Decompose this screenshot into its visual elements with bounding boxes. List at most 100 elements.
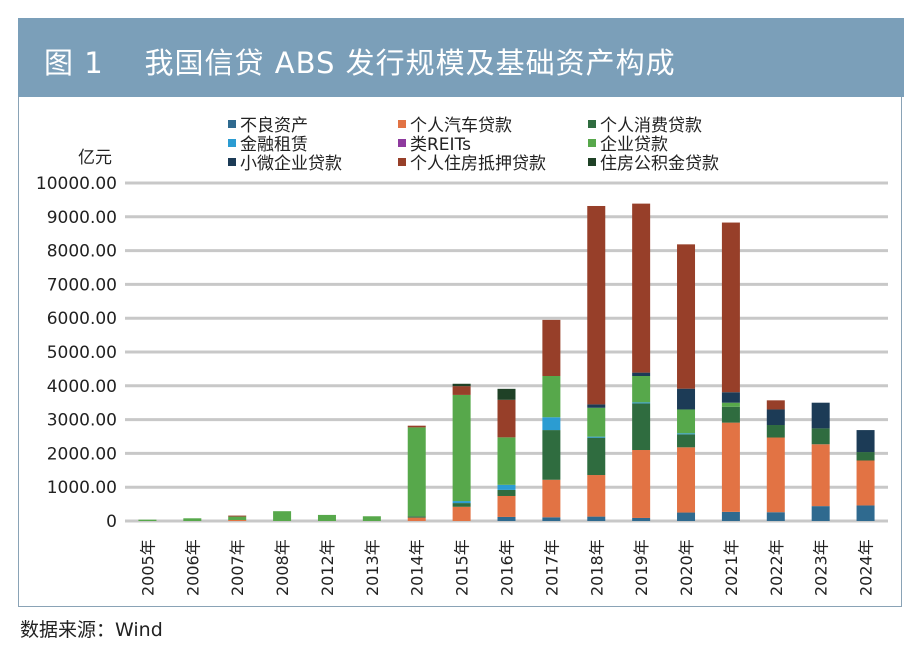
bar-segment bbox=[317, 514, 336, 521]
bar-segment bbox=[407, 427, 426, 517]
bar-segment bbox=[497, 388, 516, 400]
legend-label: 个人住房抵押贷款 bbox=[410, 154, 546, 174]
x-tick-label: 2022年 bbox=[767, 539, 786, 596]
bar-segment bbox=[632, 372, 651, 376]
bar-segment bbox=[542, 479, 561, 518]
bar-segment bbox=[452, 383, 471, 387]
bar-segment bbox=[228, 516, 247, 520]
bar-segment bbox=[497, 489, 516, 496]
bar-segment bbox=[677, 434, 696, 448]
legend-swatch bbox=[588, 157, 596, 166]
legend-label: 不良资产 bbox=[240, 116, 308, 136]
x-tick-label: 2008年 bbox=[273, 539, 292, 596]
bar-segment bbox=[542, 375, 561, 418]
legend-label: 个人消费贷款 bbox=[600, 116, 702, 136]
x-tick-label: 2023年 bbox=[812, 539, 831, 596]
x-tick-label: 2018年 bbox=[587, 539, 606, 596]
x-tick-label: 2019年 bbox=[632, 539, 651, 596]
x-tick-label: 2013年 bbox=[363, 539, 382, 596]
legend-label: 个人汽车贷款 bbox=[410, 116, 512, 136]
bar-segment bbox=[632, 403, 651, 451]
x-tick-label: 2005年 bbox=[138, 539, 157, 596]
bar-segment bbox=[542, 319, 561, 376]
bar-segment bbox=[677, 388, 696, 410]
y-tick-label: 4000.00 bbox=[47, 377, 117, 397]
y-tick-label: 3000.00 bbox=[47, 411, 117, 431]
bar-segment bbox=[632, 375, 651, 403]
stacked-bar-chart: 亿元 0 1000.00 2000.00 3000.00 4000.00 5000.00 6… bbox=[36, 148, 888, 596]
y-tick-label: 10000.00 bbox=[36, 174, 117, 194]
x-tick-label: 2007年 bbox=[228, 539, 247, 596]
bar-segment bbox=[632, 402, 651, 404]
bar-segment bbox=[587, 437, 606, 476]
bar-segment bbox=[542, 517, 561, 521]
legend-label: 金融租赁 bbox=[240, 135, 308, 155]
bar-segment bbox=[183, 518, 202, 521]
bar-segment bbox=[362, 516, 381, 521]
y-tick-label: 2000.00 bbox=[47, 444, 117, 464]
figure-header: 图 1 我国信贷 ABS 发行规模及基础资产构成 bbox=[18, 18, 904, 97]
bar-segment bbox=[587, 516, 606, 521]
bar-segment bbox=[811, 402, 830, 429]
bar-segment bbox=[407, 425, 426, 428]
y-tick-label: 5000.00 bbox=[47, 343, 117, 363]
bar-segment bbox=[811, 506, 830, 521]
bar-segment bbox=[721, 402, 740, 407]
bar-segment bbox=[856, 505, 875, 521]
bar-segment bbox=[452, 386, 471, 395]
legend-item: 不良资产 bbox=[228, 111, 308, 136]
bar-segment bbox=[632, 450, 651, 518]
bar-segment bbox=[497, 495, 516, 517]
x-tick-label: 2006年 bbox=[183, 539, 202, 596]
bar-segment bbox=[632, 517, 651, 521]
bar-segment bbox=[677, 433, 696, 435]
bar-segment bbox=[228, 519, 247, 521]
y-tick-label: 9000.00 bbox=[47, 208, 117, 228]
bar-segment bbox=[766, 400, 785, 410]
legend-swatch bbox=[398, 157, 406, 166]
bar-segment bbox=[452, 501, 471, 504]
bar-segment bbox=[721, 406, 740, 423]
x-tick-label: 2015年 bbox=[453, 539, 472, 596]
y-tick-label: 1000.00 bbox=[47, 478, 117, 498]
bar-segment bbox=[677, 512, 696, 521]
bar-segment bbox=[677, 244, 696, 389]
x-tick-label: 2024年 bbox=[857, 539, 876, 596]
legend-swatch bbox=[228, 138, 236, 147]
legend-swatch bbox=[588, 119, 596, 128]
legend-swatch bbox=[398, 138, 406, 147]
bar-segment bbox=[766, 512, 785, 521]
y-tick-label: 0 bbox=[106, 512, 117, 532]
x-tick-label: 2017年 bbox=[542, 539, 561, 596]
bar-segment bbox=[766, 409, 785, 426]
bar-segment bbox=[721, 392, 740, 403]
legend-item: 住房公积金贷款 bbox=[588, 149, 719, 174]
bar-segment bbox=[587, 205, 606, 405]
bar-segment bbox=[721, 422, 740, 512]
bar-segment bbox=[452, 506, 471, 521]
bar-segment bbox=[677, 409, 696, 434]
chart-title: 图 1 我国信贷 ABS 发行规模及基础资产构成 bbox=[44, 46, 676, 80]
legend-swatch bbox=[228, 157, 236, 166]
bar-segment bbox=[542, 430, 561, 480]
x-tick-label: 2012年 bbox=[318, 539, 337, 596]
bar-segment bbox=[407, 517, 426, 521]
bar-segment bbox=[856, 460, 875, 506]
chart-frame bbox=[18, 97, 902, 607]
bar-segment bbox=[273, 511, 292, 521]
bar-segment bbox=[452, 394, 471, 502]
legend-swatch bbox=[228, 119, 236, 128]
x-tick-label: 2021年 bbox=[722, 539, 741, 596]
x-tick-label: 2020年 bbox=[677, 539, 696, 596]
bar-segment bbox=[721, 222, 740, 393]
bar-segment bbox=[542, 417, 561, 431]
bar-segment bbox=[497, 437, 516, 485]
y-tick-label: 8000.00 bbox=[47, 242, 117, 262]
source-note: 数据来源：Wind bbox=[20, 619, 163, 641]
bar-segment bbox=[766, 437, 785, 513]
bar-segment bbox=[228, 515, 247, 517]
bar-segment bbox=[856, 430, 875, 453]
y-tick-label: 7000.00 bbox=[47, 275, 117, 295]
bar-segment bbox=[587, 407, 606, 437]
legend-item: 小微企业贷款 bbox=[228, 149, 342, 174]
